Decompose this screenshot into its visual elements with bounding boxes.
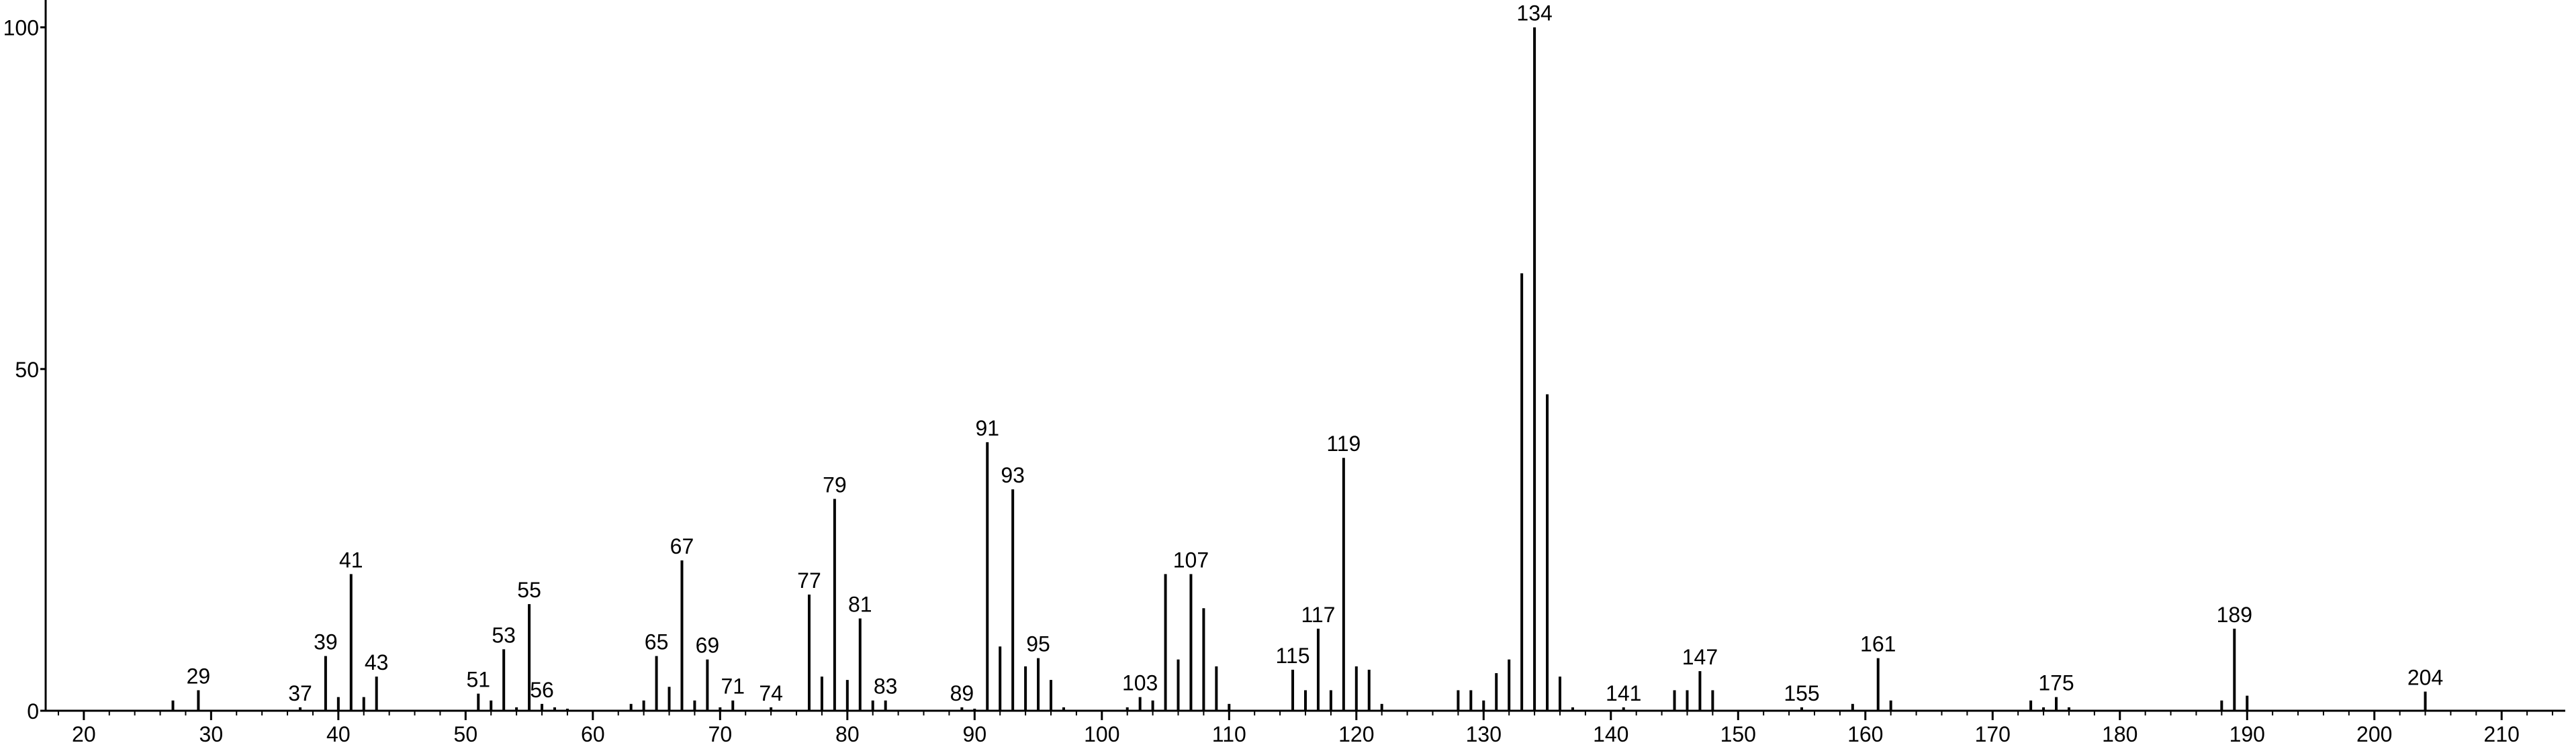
peak-label: 43	[365, 650, 389, 675]
peak-label: 77	[797, 568, 821, 593]
x-tick-label: 40	[326, 722, 351, 746]
peak-label: 117	[1301, 603, 1335, 627]
x-tick-label: 60	[581, 722, 605, 746]
x-tick-label: 100	[1084, 722, 1119, 746]
peak-label: 115	[1276, 644, 1310, 668]
peak-label: 89	[950, 681, 974, 705]
peak-label: 204	[2407, 665, 2443, 689]
peak-label: 37	[288, 681, 312, 705]
peak-label: 67	[670, 534, 694, 558]
peak-label: 81	[848, 593, 872, 617]
peak-label: 71	[721, 675, 745, 699]
peak-label: 51	[466, 668, 490, 692]
x-tick-label: 160	[1847, 722, 1883, 746]
x-tick-label: 80	[835, 722, 860, 746]
x-tick-label: 30	[199, 722, 224, 746]
peak-label: 29	[187, 664, 211, 688]
peak-label: 175	[2038, 671, 2074, 695]
x-tick-label: 110	[1212, 722, 1246, 746]
x-tick-label: 170	[1975, 722, 2011, 746]
peak-label: 65	[645, 630, 669, 654]
x-tick-label: 210	[2484, 722, 2520, 746]
peak-label: 69	[696, 634, 720, 658]
x-tick-label: 150	[1720, 722, 1756, 746]
peak-label: 189	[2217, 603, 2252, 627]
x-tick-label: 20	[72, 722, 96, 746]
y-tick-label: 50	[15, 358, 39, 382]
x-tick-label: 50	[454, 722, 478, 746]
y-tick-label: 0	[27, 699, 39, 723]
peak-label: 56	[530, 678, 554, 702]
peak-label: 83	[874, 675, 898, 699]
x-tick-label: 90	[963, 722, 987, 746]
x-tick-label: 130	[1466, 722, 1502, 746]
peak-label: 141	[1606, 681, 1641, 705]
peak-label: 93	[1001, 463, 1025, 487]
x-tick-label: 140	[1593, 722, 1628, 746]
peak-label: 147	[1682, 645, 1718, 669]
peak-label: 91	[975, 416, 999, 440]
y-tick-label: 100	[3, 16, 39, 40]
x-tick-label: 200	[2356, 722, 2392, 746]
peak-label: 55	[517, 578, 541, 602]
peak-label: 79	[823, 472, 847, 497]
peak-label: 41	[339, 548, 363, 572]
peak-label: 155	[1784, 681, 1819, 705]
peak-label: 119	[1326, 432, 1361, 456]
peak-label: 53	[492, 623, 516, 647]
peak-label: 95	[1026, 632, 1050, 656]
peak-label: 107	[1173, 548, 1209, 572]
peak-label: 74	[759, 681, 783, 705]
x-tick-label: 190	[2229, 722, 2265, 746]
x-tick-label: 70	[708, 722, 733, 746]
peak-label: 39	[314, 630, 338, 654]
peak-label: 134	[1516, 1, 1552, 26]
peak-label: 103	[1122, 671, 1158, 695]
peak-label: 161	[1860, 632, 1896, 656]
x-tick-label: 120	[1338, 722, 1374, 746]
x-tick-label: 180	[2102, 722, 2137, 746]
